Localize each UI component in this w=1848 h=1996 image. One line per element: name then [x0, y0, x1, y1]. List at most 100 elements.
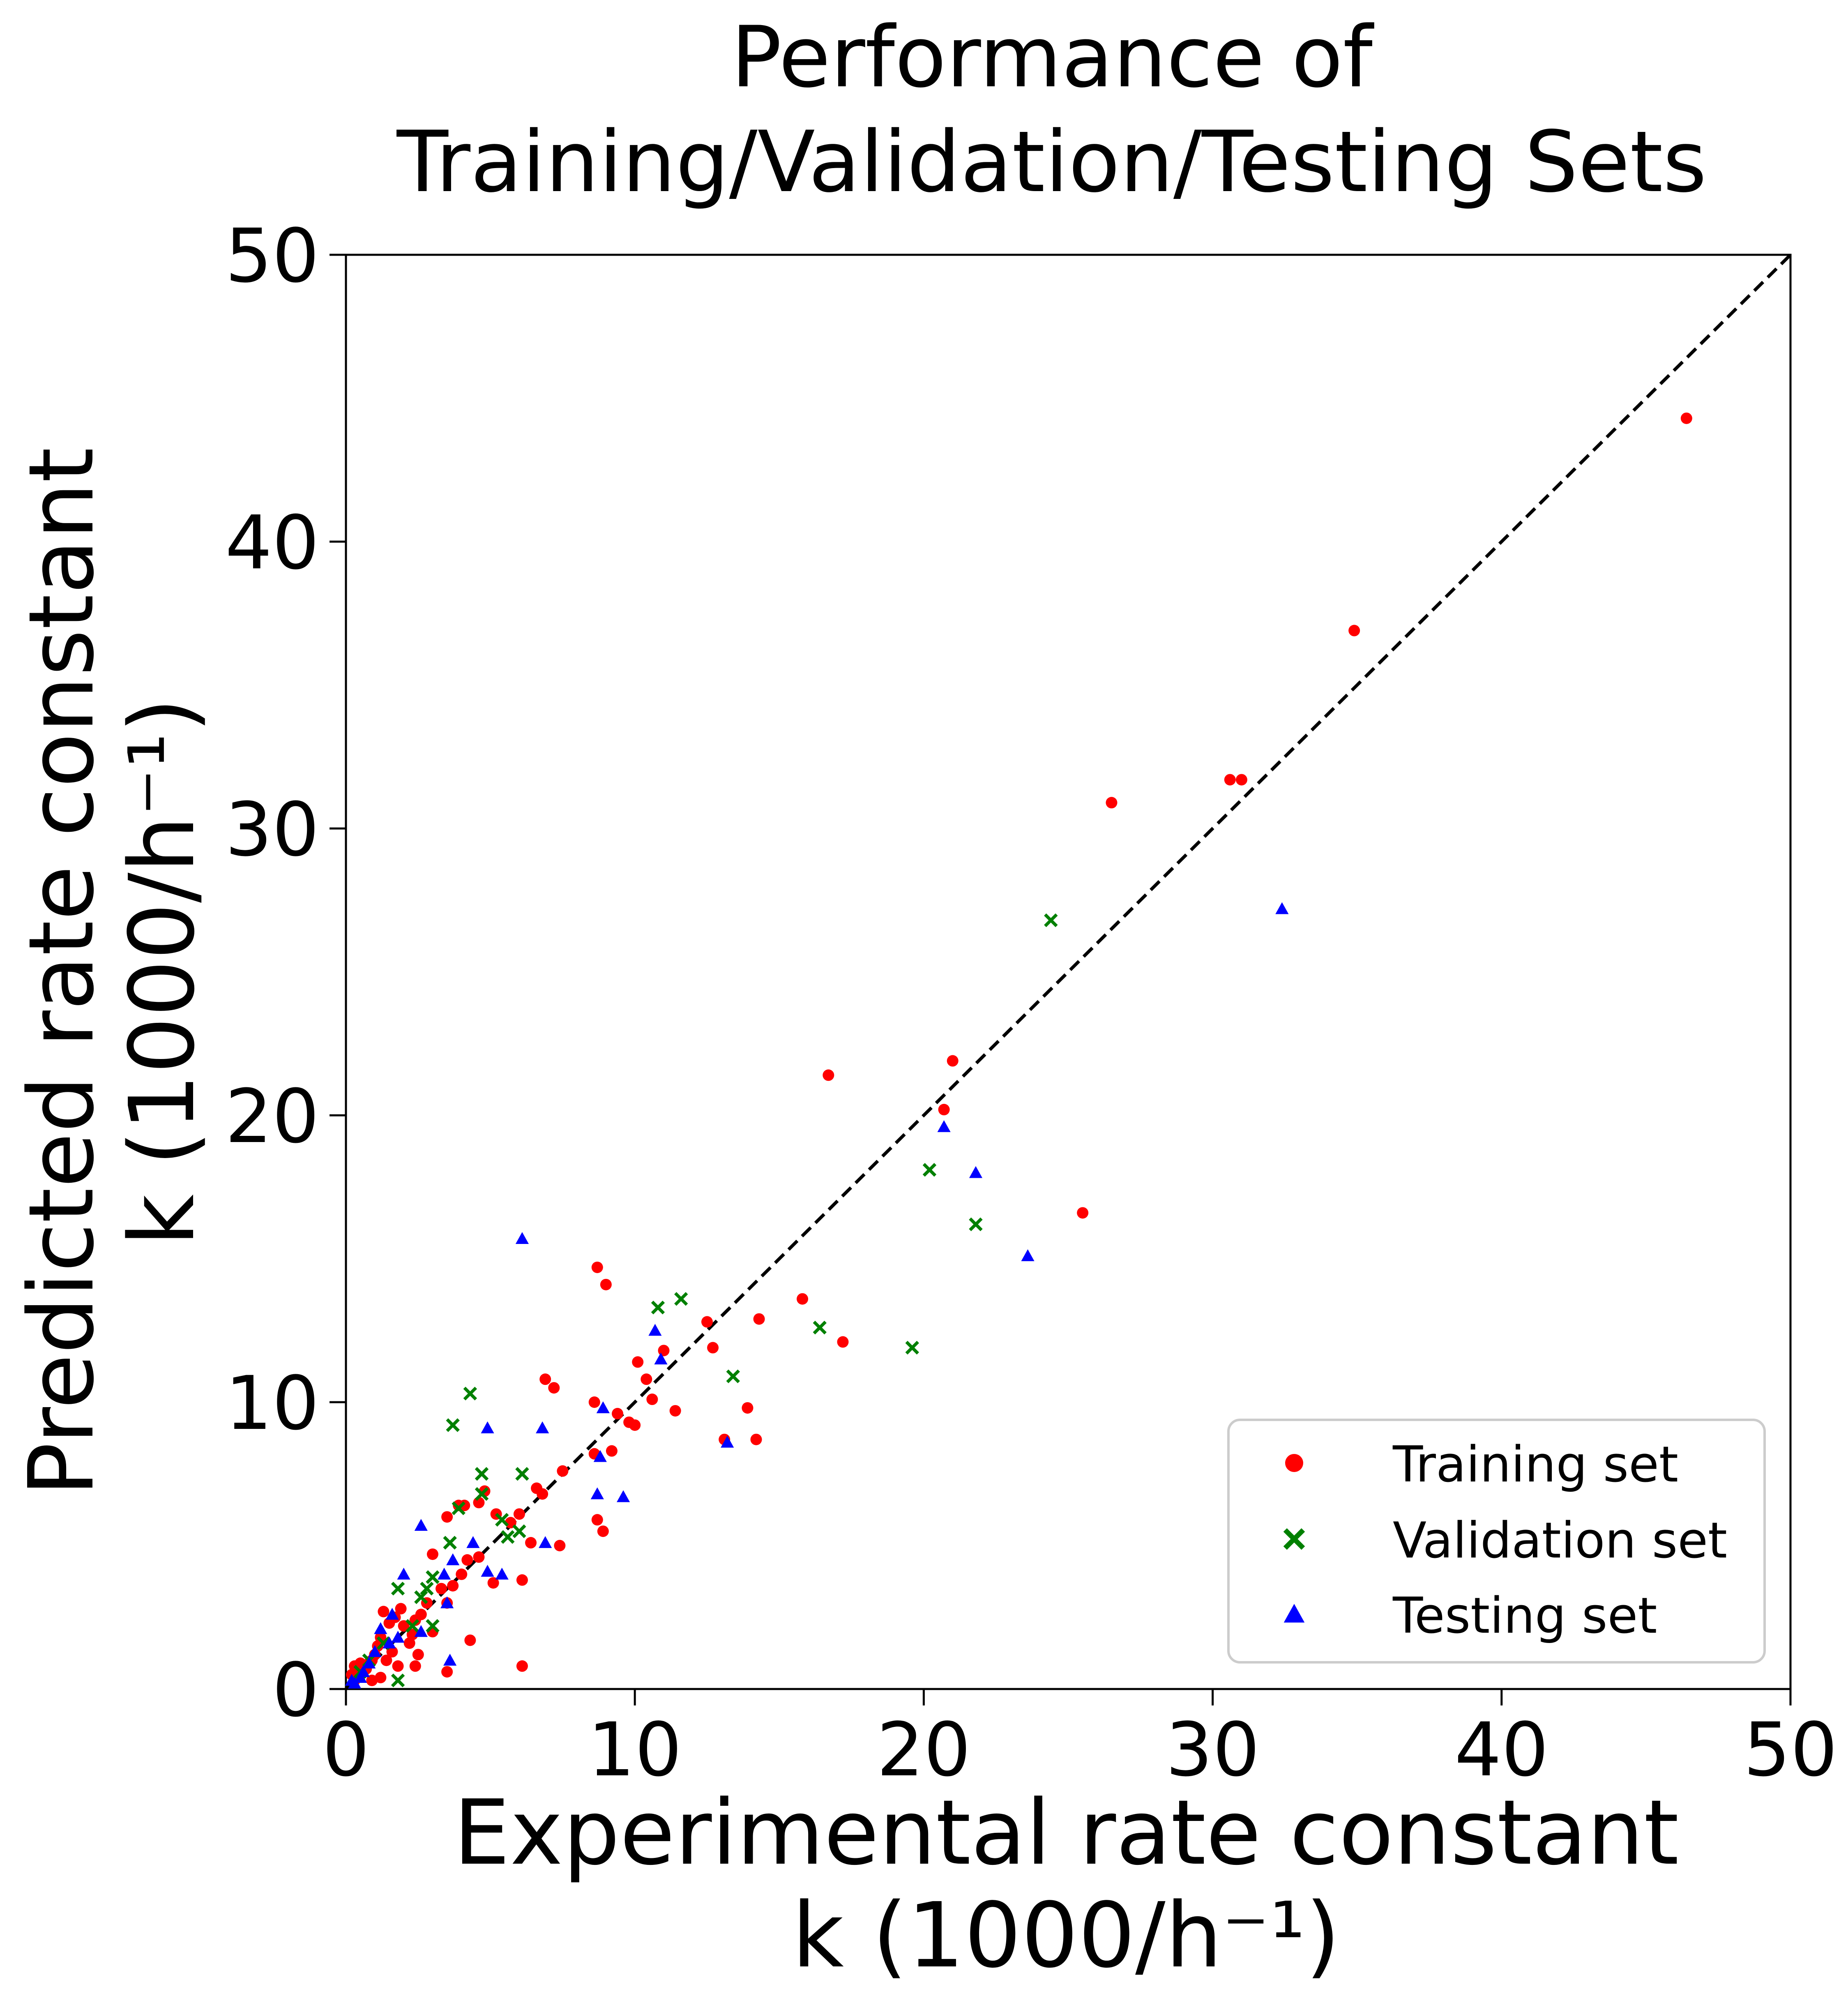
training-point	[701, 1316, 713, 1328]
plot-frame	[345, 254, 1792, 1690]
validation-point	[426, 1619, 440, 1633]
testing-point	[721, 1435, 734, 1448]
validation-point	[391, 1581, 405, 1596]
training-point	[588, 1396, 600, 1408]
training-point	[436, 1583, 447, 1594]
x-axis-label-line-2: k (1000/h⁻¹)	[792, 1884, 1341, 1988]
testing-point	[345, 1673, 359, 1686]
validation-point	[420, 1581, 434, 1596]
training-point	[658, 1345, 670, 1357]
testing-point	[368, 1645, 382, 1657]
training-point	[398, 1620, 410, 1632]
training-point	[441, 1511, 453, 1523]
training-point	[383, 1617, 395, 1629]
training-point	[375, 1672, 387, 1684]
testing-point	[374, 1622, 387, 1634]
training-point	[750, 1433, 762, 1445]
y-tick-label: 30	[225, 787, 319, 873]
testing-point	[354, 1671, 367, 1683]
validation-point	[922, 1163, 937, 1177]
training-point	[742, 1402, 753, 1414]
y-tick-label: 40	[225, 500, 319, 586]
training-point	[403, 1637, 415, 1649]
training-point	[1235, 774, 1247, 786]
testing-point	[536, 1421, 549, 1433]
training-point	[487, 1577, 499, 1589]
training-point	[412, 1649, 424, 1661]
training-point	[753, 1313, 765, 1325]
training-point	[557, 1465, 569, 1477]
training-point	[392, 1660, 404, 1672]
validation-point	[674, 1292, 688, 1306]
testing-point	[385, 1608, 399, 1620]
training-point	[505, 1517, 516, 1529]
x-tick-label: 30	[1166, 1707, 1260, 1793]
x-tick-label: 0	[323, 1707, 370, 1793]
testing-point	[414, 1625, 428, 1637]
training-point	[1680, 412, 1692, 424]
training-point	[591, 1514, 603, 1526]
testing-point	[590, 1487, 604, 1500]
testing-point	[969, 1166, 983, 1178]
legend-label-validation: Validation set	[1393, 1512, 1727, 1569]
testing-point	[495, 1567, 509, 1580]
y-tick-label: 20	[225, 1074, 319, 1160]
x-tick-label: 50	[1743, 1707, 1837, 1793]
validation-point	[495, 1513, 509, 1527]
testing-point	[446, 1553, 460, 1565]
training-point	[646, 1394, 658, 1405]
training-point	[516, 1660, 528, 1672]
legend-label-training: Training set	[1392, 1436, 1678, 1493]
x-tick-label: 20	[877, 1707, 971, 1793]
training-point	[707, 1342, 719, 1354]
training-point	[366, 1675, 378, 1687]
training-point	[525, 1537, 537, 1549]
training-point	[473, 1551, 485, 1563]
validation-point	[512, 1524, 526, 1538]
validation-point	[651, 1300, 665, 1315]
validation-point	[391, 1673, 405, 1687]
training-point	[606, 1445, 618, 1457]
testing-point	[539, 1536, 552, 1548]
training-point	[513, 1508, 525, 1520]
testing-point	[440, 1596, 454, 1608]
training-point	[386, 1646, 398, 1658]
testing-point	[1275, 902, 1289, 914]
training-point	[600, 1278, 612, 1290]
testing-point	[481, 1564, 494, 1577]
training-point	[1077, 1207, 1089, 1219]
testing-point	[481, 1421, 494, 1433]
training-point	[539, 1373, 551, 1385]
training-point	[554, 1540, 566, 1551]
chart-title-line-2: Training/Validation/Testing Sets	[396, 113, 1707, 211]
testing-point	[937, 1120, 951, 1132]
training-point	[453, 1500, 465, 1511]
training-point	[629, 1419, 641, 1431]
training-point	[669, 1405, 681, 1417]
testing-point	[414, 1519, 428, 1531]
training-point	[612, 1408, 624, 1419]
training-point	[516, 1574, 528, 1586]
training-point	[548, 1382, 560, 1394]
training-point	[395, 1603, 407, 1615]
training-point	[823, 1069, 834, 1081]
training-point	[441, 1666, 453, 1678]
training-point	[632, 1356, 644, 1368]
legend-marker-training	[1285, 1454, 1303, 1472]
testing-point	[1021, 1249, 1035, 1261]
training-point	[380, 1654, 392, 1666]
validation-point	[475, 1487, 489, 1501]
training-point	[591, 1261, 603, 1273]
y-tick-label: 0	[272, 1648, 319, 1733]
x-tick-label: 10	[588, 1707, 682, 1793]
validation-point	[406, 1619, 419, 1633]
testing-point	[596, 1401, 610, 1413]
y-axis-label-line-2: k (1000/h⁻¹)	[111, 698, 214, 1246]
validation-point	[452, 1501, 465, 1515]
legend-marker-testing	[1283, 1604, 1305, 1623]
testing-point	[437, 1567, 451, 1580]
training-point	[461, 1554, 473, 1566]
chart-title-line-1: Performance of	[731, 9, 1375, 106]
x-tick-label: 40	[1454, 1707, 1548, 1793]
x-axis-label: Experimental rate constant k (1000/h⁻¹)	[454, 1781, 1679, 1988]
